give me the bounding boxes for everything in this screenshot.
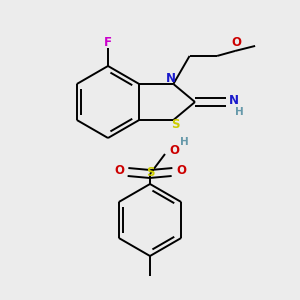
Text: O: O — [176, 164, 186, 178]
Text: N: N — [165, 73, 176, 85]
Text: S: S — [171, 118, 180, 131]
Text: N: N — [229, 94, 238, 106]
Text: O: O — [114, 164, 124, 178]
Text: H: H — [180, 137, 188, 147]
Text: O: O — [231, 36, 241, 50]
Text: O: O — [169, 143, 179, 157]
Text: F: F — [104, 37, 112, 50]
Text: S: S — [146, 167, 154, 179]
Text: H: H — [235, 107, 244, 117]
